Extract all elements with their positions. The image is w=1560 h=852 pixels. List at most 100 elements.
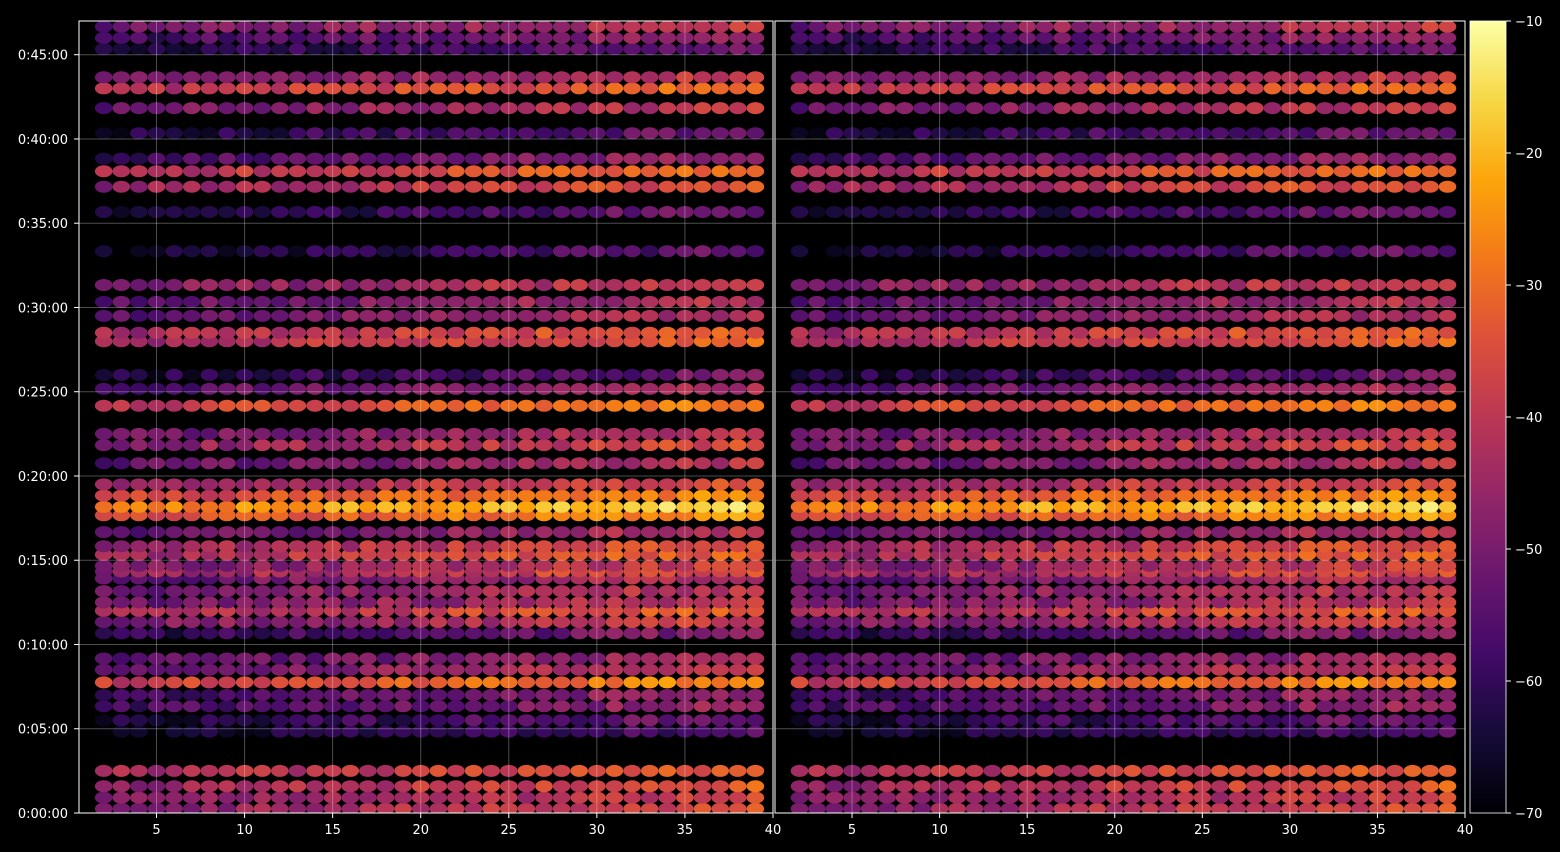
heatmap-cell — [359, 295, 377, 308]
heatmap-cell — [1053, 382, 1071, 395]
heatmap-cell — [640, 764, 659, 777]
heatmap-cell — [464, 764, 483, 777]
heatmap-cell — [965, 335, 984, 348]
heatmap-cell — [1105, 700, 1124, 713]
heatmap-cell — [1105, 21, 1124, 33]
heatmap-cell — [359, 725, 377, 738]
heatmap-cell — [948, 71, 966, 84]
heatmap-cell — [729, 559, 747, 572]
heatmap-cell — [1386, 526, 1404, 539]
heatmap-cell — [1403, 382, 1422, 395]
heatmap-cell — [588, 700, 606, 713]
heatmap-cell — [808, 791, 826, 804]
heatmap-cell — [482, 509, 501, 522]
heatmap-cell — [147, 399, 166, 412]
heatmap-cell — [447, 509, 465, 522]
heatmap-cell — [500, 399, 518, 412]
heatmap-cell — [913, 676, 931, 689]
heatmap-cell — [359, 596, 377, 609]
heatmap-cell — [948, 627, 966, 640]
heatmap-cell — [500, 43, 518, 56]
heatmap-cell — [253, 676, 271, 689]
heatmap-cell — [1141, 802, 1159, 813]
heatmap-cell — [623, 368, 641, 381]
heatmap-cell — [1298, 526, 1317, 539]
heatmap-cell — [746, 180, 765, 193]
heatmap-cell — [1386, 478, 1404, 491]
heatmap-cell — [165, 663, 183, 676]
heatmap-cell — [1193, 700, 1212, 713]
heatmap-cell — [570, 489, 588, 502]
heatmap-cell — [658, 780, 677, 793]
heatmap-cell — [729, 780, 747, 793]
heatmap-cell — [965, 326, 984, 339]
heatmap-cell — [130, 152, 148, 165]
heatmap-cell — [658, 21, 677, 33]
heatmap-cell — [930, 478, 949, 491]
y-tick-label: 0:45:00 — [18, 49, 68, 64]
heatmap-cell — [965, 399, 984, 412]
heatmap-cell — [182, 82, 201, 95]
heatmap-cell — [930, 585, 949, 598]
heatmap-cell — [1263, 31, 1282, 44]
heatmap-cell — [1351, 509, 1369, 522]
heatmap-cell — [588, 31, 606, 44]
heatmap-cell — [1246, 21, 1264, 33]
heatmap-cell — [1438, 663, 1457, 676]
heatmap-cell — [570, 457, 588, 470]
heatmap-cell — [1141, 326, 1159, 339]
heatmap-cell — [930, 725, 949, 738]
heatmap-cell — [359, 478, 377, 491]
heatmap-cell — [552, 399, 571, 412]
heatmap-cell — [658, 585, 677, 598]
heatmap-cell — [878, 616, 896, 628]
heatmap-cell — [1000, 489, 1019, 502]
heatmap-cell — [1035, 559, 1054, 572]
heatmap-cell — [200, 540, 219, 553]
heatmap-cell — [464, 802, 483, 813]
heatmap-cell — [1141, 500, 1159, 513]
heatmap-cell — [1228, 559, 1247, 572]
heatmap-cell — [552, 548, 571, 561]
heatmap-cell — [711, 663, 729, 676]
heatmap-cell — [693, 478, 712, 491]
heatmap-cell — [271, 540, 289, 553]
heatmap-cell — [1386, 725, 1404, 738]
heatmap-cell — [588, 457, 606, 470]
heatmap-cell — [1228, 714, 1247, 727]
heatmap-cell — [200, 616, 219, 628]
heatmap-cell — [394, 764, 412, 777]
heatmap-cell — [182, 439, 201, 452]
heatmap-cell — [500, 245, 518, 258]
heatmap-cell — [1000, 616, 1019, 628]
heatmap-cell — [1105, 791, 1124, 804]
heatmap-cell — [1316, 791, 1334, 804]
heatmap-cell — [394, 725, 412, 738]
heatmap-cell — [711, 791, 729, 804]
heatmap-cell — [843, 152, 861, 165]
heatmap-cell — [1281, 165, 1299, 178]
heatmap-cell — [1263, 616, 1282, 628]
heatmap-cell — [1088, 791, 1106, 804]
heatmap-cell — [588, 764, 606, 777]
heatmap-cell — [676, 627, 694, 640]
heatmap-cell — [1158, 791, 1177, 804]
heatmap-cell — [1000, 596, 1019, 609]
heatmap-cell — [948, 509, 966, 522]
heatmap-cell — [965, 604, 984, 617]
heatmap-cell — [860, 604, 879, 617]
heatmap-cell — [623, 102, 641, 115]
heatmap-cell — [1123, 509, 1142, 522]
heatmap-cell — [482, 663, 501, 676]
heatmap-cell — [394, 604, 412, 617]
heatmap-cell — [1438, 500, 1457, 513]
heatmap-cell — [895, 206, 914, 218]
heatmap-cell — [411, 689, 430, 701]
heatmap-cell — [500, 509, 518, 522]
heatmap-cell — [1070, 676, 1089, 689]
heatmap-cell — [130, 102, 148, 115]
heatmap-cell — [1176, 604, 1194, 617]
heatmap-cell — [1158, 295, 1177, 308]
heatmap-cell — [1105, 279, 1124, 291]
heatmap-cell — [1105, 548, 1124, 561]
